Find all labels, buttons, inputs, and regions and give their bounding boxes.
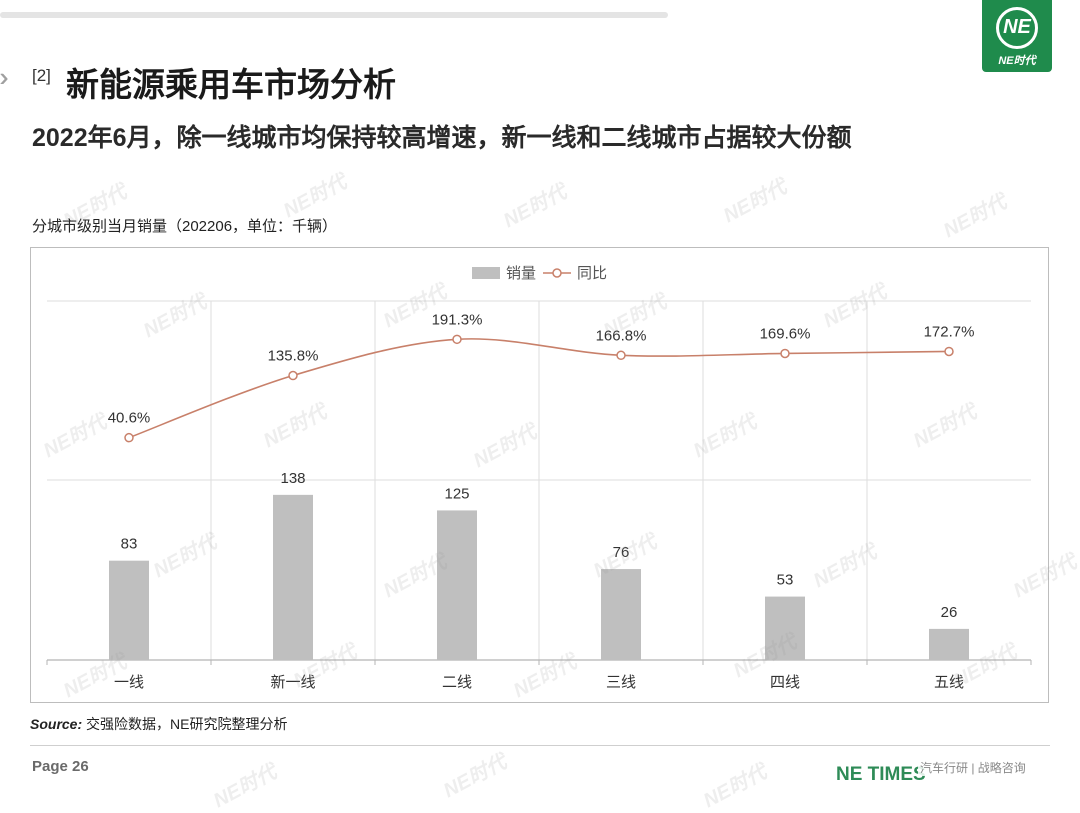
line-label-2: 135.8% bbox=[268, 348, 319, 365]
category-label-6: 五线 bbox=[934, 674, 964, 691]
brand-name: NE TIMES bbox=[836, 764, 926, 785]
source-label: Source: bbox=[30, 716, 83, 732]
logo-text: NE时代 bbox=[998, 55, 1036, 67]
line-label-5: 169.6% bbox=[760, 325, 811, 342]
category-label-5: 四线 bbox=[770, 674, 800, 691]
bar-label-1: 83 bbox=[121, 536, 138, 553]
line-point-6 bbox=[944, 346, 954, 357]
line-point-4 bbox=[616, 350, 626, 361]
bar-5 bbox=[765, 596, 805, 660]
chart-title: 分城市级别当月销量（202206，单位：千辆） bbox=[32, 218, 338, 235]
line-label-1: 40.6% bbox=[108, 410, 151, 427]
line-label-6: 172.7% bbox=[924, 323, 975, 340]
footer-divider bbox=[30, 745, 1050, 746]
bar-label-5: 53 bbox=[777, 572, 794, 589]
line-point-3 bbox=[452, 334, 462, 345]
page-title: 新能源乘用车市场分析 bbox=[66, 66, 396, 103]
bar-4 bbox=[601, 569, 641, 660]
watermark-logo: NE时代 bbox=[439, 751, 511, 803]
bar-1 bbox=[109, 560, 149, 660]
bar-6 bbox=[929, 628, 969, 660]
category-label-2: 新一线 bbox=[270, 674, 315, 691]
line-point-5 bbox=[780, 348, 790, 359]
watermark-logo: NE时代 bbox=[939, 191, 1011, 243]
category-label-1: 一线 bbox=[114, 674, 144, 691]
line-point-1 bbox=[124, 432, 134, 443]
logo-ring-icon bbox=[996, 7, 1038, 49]
series-line-yoy bbox=[128, 338, 950, 439]
logo-mark: NE bbox=[1003, 16, 1031, 38]
line-label-3: 191.3% bbox=[432, 311, 483, 328]
bar-label-2: 138 bbox=[280, 470, 305, 487]
legend-swatch-bar bbox=[472, 267, 500, 279]
chart-container: 83 138 125 76 53 26 40.6% 135.8% 191.3% 166.8% 169… bbox=[30, 247, 1049, 703]
legend-swatch-point bbox=[552, 268, 562, 278]
category-label-4: 三线 bbox=[606, 674, 636, 691]
bar-label-6: 26 bbox=[941, 604, 958, 621]
line-label-4: 166.8% bbox=[596, 327, 647, 344]
source-text: 交强险数据，NE研究院整理分析 bbox=[86, 716, 288, 732]
source-note: Source: 交强险数据，NE研究院整理分析 bbox=[30, 714, 287, 734]
category-label-3: 二线 bbox=[442, 674, 472, 691]
page-subtitle: 2022年6月，除一线城市均保持较高增速，新一线和二线城市占据较大份额 bbox=[32, 124, 852, 152]
bar-label-3: 125 bbox=[444, 485, 469, 502]
legend-label-line: 同比 bbox=[577, 265, 607, 282]
line-point-2 bbox=[288, 370, 298, 381]
page-number: Page 26 bbox=[32, 758, 89, 775]
watermark-logo: NE时代 bbox=[209, 761, 281, 813]
bar-3 bbox=[437, 510, 477, 660]
watermark-logo: NE时代 bbox=[699, 761, 771, 813]
section-number: [2] bbox=[32, 66, 51, 85]
watermark-logo: NE时代 bbox=[499, 181, 571, 233]
chart-svg: 83 138 125 76 53 26 40.6% 135.8% 191.3% 166.8% 169… bbox=[46, 265, 1032, 691]
footer-credit: 汽车行研 | 战略咨询 bbox=[918, 759, 1028, 776]
watermark-logo: NE时代 bbox=[719, 176, 791, 228]
top-decor-bar bbox=[0, 12, 668, 18]
bar-2 bbox=[273, 494, 313, 660]
bar-label-4: 76 bbox=[613, 544, 630, 561]
legend-label-bar: 销量 bbox=[506, 265, 536, 282]
brand-logo: NE NE时代 bbox=[982, 0, 1052, 72]
